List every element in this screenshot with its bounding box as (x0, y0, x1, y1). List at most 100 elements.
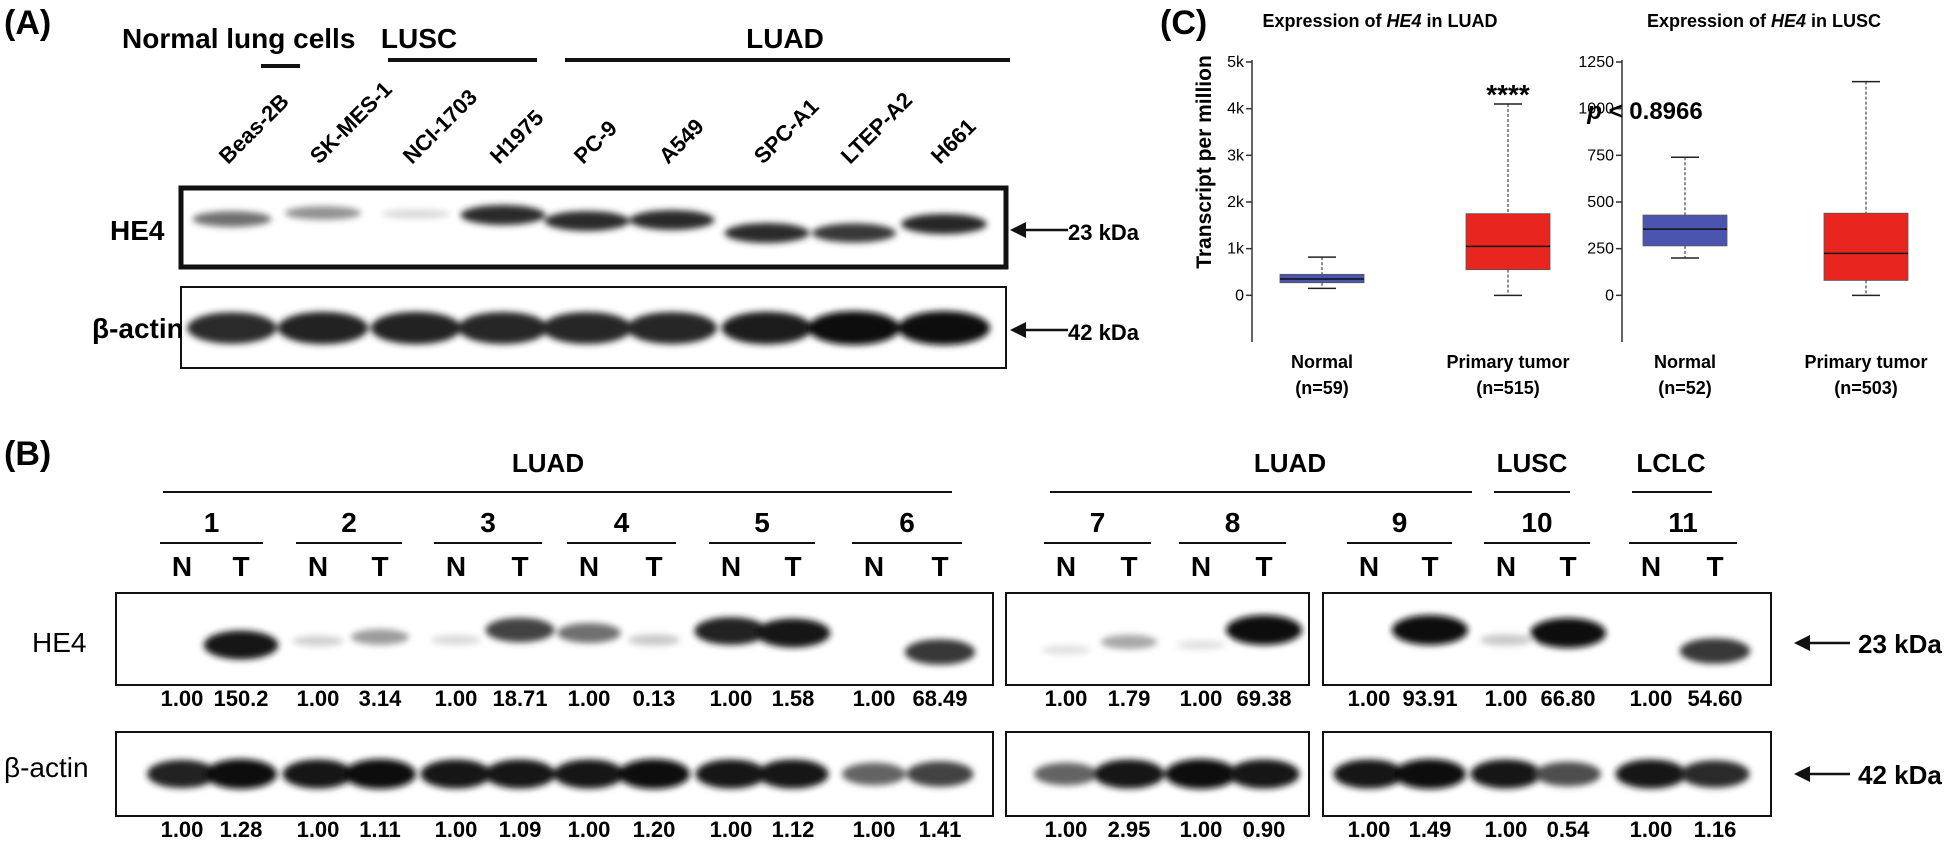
group-label-luad: LUAD (746, 23, 824, 54)
blot-band (694, 617, 768, 645)
band-value: 1.41 (919, 817, 962, 842)
y-tick-label: 5k (1227, 54, 1245, 71)
blot-band (1392, 615, 1468, 645)
actin-bands-b (147, 759, 1750, 789)
sample-number: 4 (614, 507, 630, 538)
he4-bands-b (203, 615, 1751, 665)
blot-band (627, 634, 681, 646)
blot-band (557, 622, 621, 644)
band-value: 1.00 (568, 686, 611, 711)
band-value: 1.00 (435, 817, 478, 842)
blot-band (1041, 645, 1091, 655)
band-value: 1.00 (853, 686, 896, 711)
band-value: 1.20 (633, 817, 676, 842)
actin-bands (187, 311, 990, 345)
band-value: 1.00 (1630, 817, 1673, 842)
blot-band (344, 759, 416, 789)
band-value: 1.00 (297, 817, 340, 842)
sample-count-label: (n=503) (1834, 378, 1898, 398)
band-value: 1.00 (710, 686, 753, 711)
band-value: 1.00 (297, 686, 340, 711)
band-value: 1.00 (1045, 817, 1088, 842)
blot-band (351, 629, 409, 645)
lane-normal-label: N (1496, 551, 1516, 582)
blot-band (1530, 618, 1606, 648)
band-value: 1.58 (772, 686, 815, 711)
blot-band (457, 311, 549, 345)
y-tick-label: 750 (1587, 147, 1614, 164)
band-value: 1.28 (220, 817, 263, 842)
lane-tumor-label: T (371, 551, 388, 582)
band-value: 0.54 (1547, 817, 1591, 842)
lane-normal-label: N (308, 551, 328, 582)
lane-normal-label: N (1191, 551, 1211, 582)
band-value: 150.2 (213, 686, 268, 711)
blot-band (1470, 759, 1542, 789)
box (1465, 213, 1551, 271)
chart-2-annotation: p < 0.8966 (1586, 98, 1702, 125)
lane-labels: Beas-2B SK-MES-1 NCI-1703 H1975 PC-9 A549 SPC-… (214, 77, 981, 169)
blot-band (1394, 759, 1466, 789)
lane-label: LTEP-A2 (836, 87, 917, 168)
sample-number: 10 (1521, 507, 1552, 538)
lane-tumor-label: T (511, 551, 528, 582)
actin-marker-arrowhead-b (1794, 766, 1810, 782)
blot-band (381, 209, 451, 219)
chart-2-plot: 0 250 500 750 1000 1250 Normal (n=52) Primary tu… (1578, 54, 1927, 398)
panel-c: (C) Expression of HE4 in LUAD Expression… (1160, 4, 1928, 398)
blot-band (1093, 759, 1165, 789)
blot-band (484, 759, 556, 789)
y-tick-label: 1250 (1578, 54, 1614, 71)
band-value: 1.00 (1485, 686, 1528, 711)
band-value: 1.00 (1485, 817, 1528, 842)
blot-band (1615, 759, 1687, 789)
group-label-luad-2: LUAD (1254, 448, 1326, 478)
y-tick-label: 0 (1235, 287, 1244, 304)
lane-tumor-label: T (1421, 551, 1438, 582)
he4-blot-frame-b1 (115, 592, 994, 686)
panel-b: (B) LUAD LUAD LUSC LCLC 1N T2N T3N T4N T5N T6… (4, 435, 1942, 842)
he4-marker-arrowhead (1010, 222, 1026, 238)
y-tick-label: 1k (1227, 241, 1245, 258)
blot-band (370, 311, 462, 345)
sample-number: 6 (899, 507, 915, 538)
lane-label: SK-MES-1 (305, 77, 397, 169)
band-value: 1.00 (161, 686, 204, 711)
lane-label: H1975 (485, 105, 549, 169)
blot-band (901, 213, 987, 235)
blot-band (277, 311, 369, 345)
sample-number: 11 (1668, 507, 1698, 538)
lane-label: A549 (654, 114, 709, 169)
blot-band (1100, 634, 1158, 650)
lane-normal-label: N (721, 551, 741, 582)
lane-normal-label: N (579, 551, 599, 582)
group-label-lclc: LCLC (1636, 448, 1706, 478)
y-tick-label: 1000 (1578, 101, 1614, 118)
band-value: 1.12 (772, 817, 815, 842)
blot-band (205, 759, 277, 789)
band-value: 1.00 (1348, 817, 1391, 842)
actin-marker-arrowhead (1010, 322, 1026, 338)
actin-marker-label-b: 42 kDa (1858, 760, 1942, 790)
he4-quantification: 1.00 150.2 1.00 3.14 1.00 18.71 1.00 0.13 1.00 1.… (161, 686, 1743, 711)
panel-a: (A) Normal lung cells LUSC LUAD Beas-2B S… (4, 4, 1140, 369)
blot-band (906, 761, 974, 787)
band-value: 1.00 (1180, 817, 1223, 842)
category-label: Primary tumor (1446, 352, 1569, 372)
blot-band (1535, 761, 1601, 787)
band-value: 18.71 (492, 686, 547, 711)
band-value: 1.09 (499, 817, 542, 842)
blot-band (755, 618, 831, 648)
lane-label: PC-9 (569, 115, 622, 168)
chart-1-title: Expression of HE4 in LUAD (1262, 11, 1497, 31)
band-value: 1.00 (853, 817, 896, 842)
blot-band (544, 211, 630, 231)
lane-tumor-label: T (1706, 551, 1723, 582)
lane-tumor-label: T (931, 551, 948, 582)
lane-normal-label: N (446, 551, 466, 582)
sample-number: 2 (341, 507, 357, 538)
he4-marker-label-b: 23 kDa (1858, 629, 1942, 659)
sample-number: 3 (480, 507, 496, 538)
